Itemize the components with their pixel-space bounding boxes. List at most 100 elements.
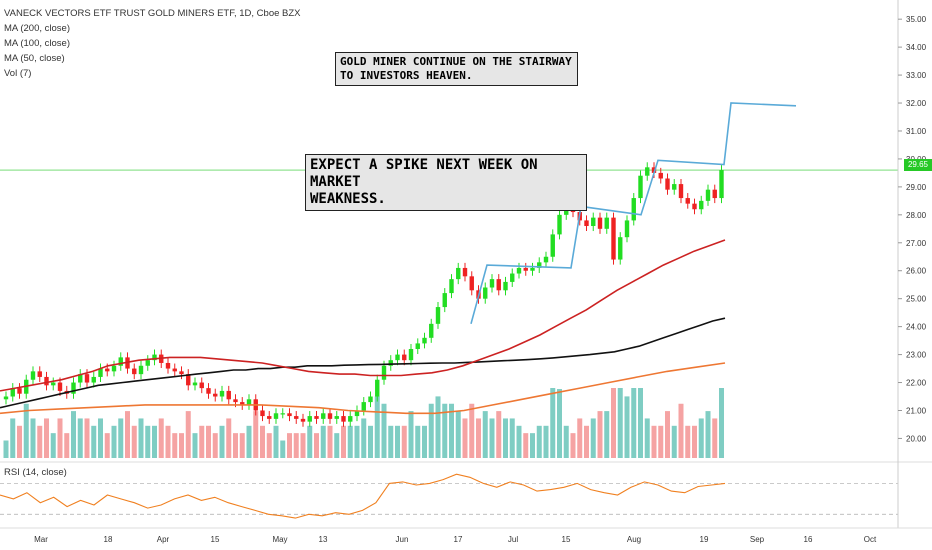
volume-bar	[523, 433, 529, 458]
candle-body	[226, 390, 231, 400]
time-tick-label: Jun	[396, 535, 409, 544]
candle-body	[327, 413, 333, 419]
price-tick-label: 35.00	[906, 15, 927, 24]
volume-bar	[3, 440, 9, 458]
volume-bar	[118, 418, 124, 458]
volume-bar	[590, 418, 596, 458]
volume-bar	[17, 425, 22, 458]
price-tick-label: 33.00	[906, 71, 927, 80]
volume-bar	[644, 418, 650, 458]
candle-body	[84, 374, 90, 383]
volume-bar	[631, 388, 637, 458]
volume-bar	[361, 418, 367, 458]
candle-body	[280, 413, 285, 415]
volume-bar	[428, 403, 434, 458]
candle-body	[233, 399, 238, 403]
candle-body	[469, 276, 474, 291]
candle-body	[388, 360, 393, 366]
candle-body	[712, 189, 717, 199]
candle-body	[449, 279, 454, 294]
candle-body	[145, 360, 150, 366]
volume-bar	[550, 388, 556, 458]
volume-bar	[37, 425, 43, 458]
volume-bar	[678, 403, 684, 458]
candle-body	[705, 189, 711, 201]
candle-body	[395, 354, 400, 361]
candle-body	[408, 348, 414, 361]
volume-bar	[422, 425, 427, 458]
price-tick-label: 23.00	[906, 351, 927, 360]
grid	[0, 169, 932, 463]
volume-bar	[273, 425, 279, 458]
candle-body	[105, 368, 110, 372]
candle-body	[192, 382, 198, 386]
volume-bar	[469, 403, 475, 458]
volume-bar	[125, 411, 130, 458]
annotation-spike[interactable]: EXPECT A SPIKE NEXT WEEK ON MARKET WEAKN…	[305, 154, 587, 211]
volume-bar	[44, 418, 49, 458]
candle-body	[611, 217, 616, 260]
stair-line	[470, 102, 797, 325]
volume-bar	[368, 425, 373, 458]
volume-bar	[712, 418, 718, 458]
candle-body	[678, 184, 684, 199]
candle-body	[624, 220, 630, 238]
candle-body	[300, 418, 306, 422]
candle-body	[246, 399, 252, 405]
volume-bar	[253, 411, 259, 458]
volume-bar	[665, 411, 670, 458]
volume-bar	[334, 433, 340, 458]
candle-body	[584, 220, 589, 227]
price-axis: 20.00 21.00 22.00 23.00 24.00 25.00 26.00 27.00…	[897, 0, 927, 528]
volume-bar	[219, 425, 225, 458]
candle-body	[665, 178, 670, 190]
candle-body	[219, 390, 225, 397]
candle-body	[692, 203, 697, 210]
candle-body	[152, 354, 157, 361]
legend-title: VANECK VECTORS ETF TRUST GOLD MINERS ETF…	[4, 8, 301, 19]
legend-ma50: MA (50, close)	[4, 53, 65, 64]
candle-body	[543, 256, 549, 263]
candle-body	[719, 170, 724, 199]
time-tick-label: Oct	[864, 535, 877, 544]
volume-bar	[307, 425, 313, 458]
volume-bar	[698, 418, 704, 458]
candle-body	[510, 273, 515, 282]
candle-body	[51, 382, 56, 386]
legend-vol: Vol (7)	[4, 68, 32, 79]
volume-bar	[77, 418, 83, 458]
stair-trendline	[470, 102, 797, 325]
volume-bar	[503, 418, 508, 458]
candle-body	[3, 396, 9, 400]
volume-bar	[584, 425, 589, 458]
candle-body	[402, 354, 407, 361]
candle-body	[483, 287, 488, 299]
candle-body	[422, 337, 427, 344]
candle-body	[645, 167, 650, 176]
candle-body	[354, 410, 360, 417]
price-tick-label: 32.00	[906, 99, 927, 108]
candle-body	[368, 396, 373, 403]
candle-body	[591, 217, 596, 227]
volume-bar	[624, 396, 630, 458]
candle-body	[672, 184, 677, 190]
volume-bar	[287, 433, 292, 458]
candle-body	[516, 267, 522, 274]
volume-bar	[84, 418, 90, 458]
candle-body	[78, 374, 83, 383]
candle-body	[294, 416, 299, 419]
time-tick-label: 15	[562, 535, 571, 544]
volume-bar	[64, 433, 70, 458]
volume-bar	[536, 425, 542, 458]
volume-bar	[705, 411, 711, 458]
price-tick-label: 24.00	[906, 323, 927, 332]
candle-body	[638, 175, 643, 199]
price-tick-label: 20.00	[906, 434, 927, 443]
candle-body	[98, 368, 103, 377]
annotation-stairway[interactable]: GOLD MINER CONTINUE ON THE STAIRWAY TO I…	[335, 52, 578, 86]
volume-bar	[131, 425, 137, 458]
candle-body	[44, 376, 49, 386]
volume-bar	[71, 411, 76, 458]
candle-body	[91, 376, 96, 383]
